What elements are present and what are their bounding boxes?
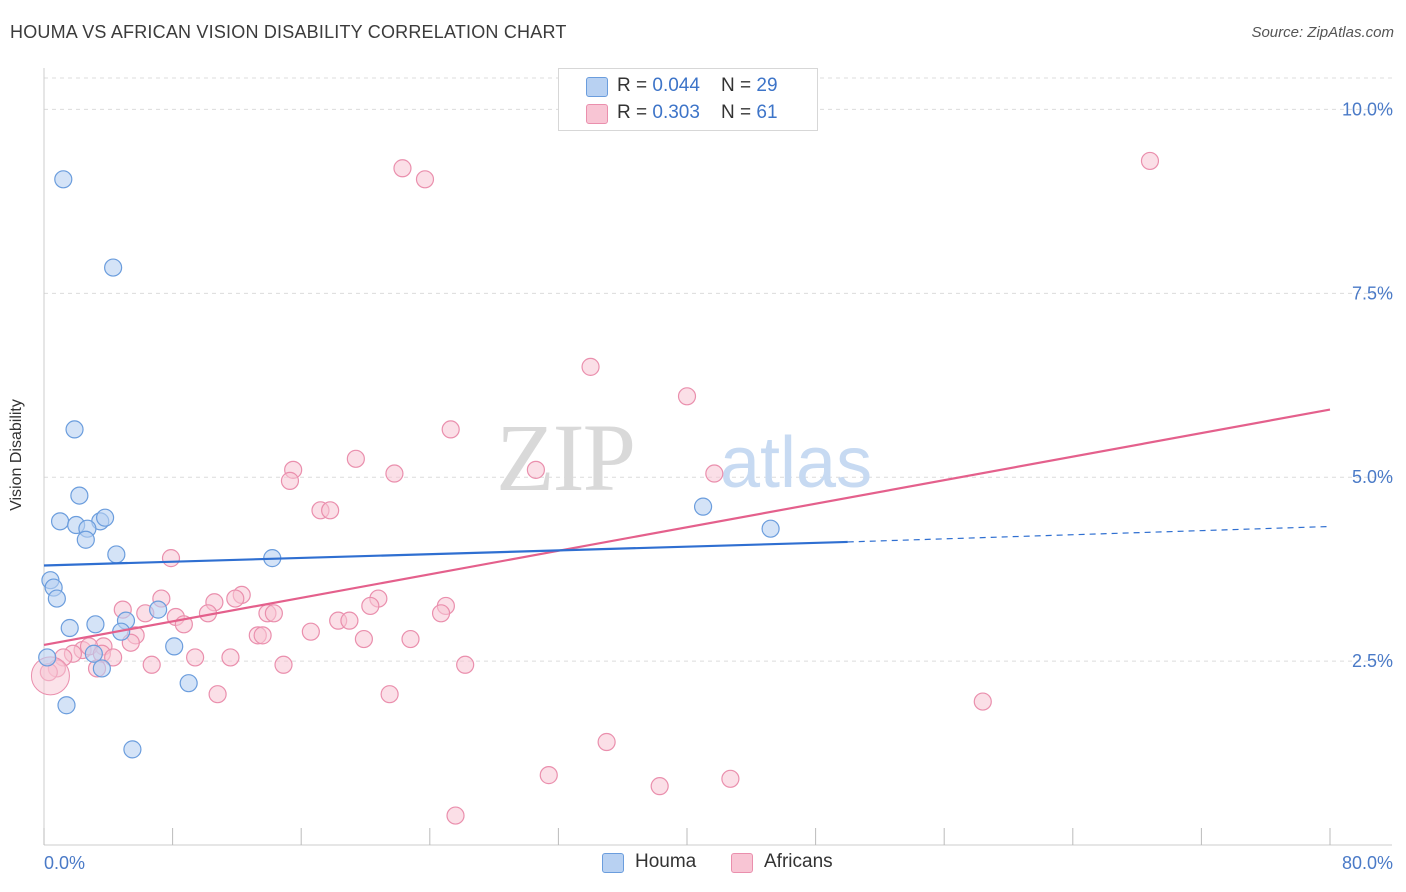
legend-n-value: 29 [756,75,778,96]
point-africans [446,806,465,825]
x-tick-label: 80.0% [1342,853,1393,873]
bottom-legend-swatch-africans [731,853,753,873]
point-houma [84,644,103,663]
point-africans [650,777,669,796]
point-africans [385,464,404,483]
legend-n-label: N = [721,102,757,123]
point-africans [226,589,245,608]
point-africans [340,611,359,630]
point-africans [208,685,227,704]
point-houma [149,600,168,619]
bottom-legend-swatch-houma [602,853,624,873]
point-houma [95,508,115,527]
correlation-legend: R = 0.044 N = 29 R = 0.303 N = 61 [558,68,818,131]
tick-labels: 2.5% 5.0% 7.5% 10.0% 0.0% 80.0% [44,99,1393,873]
point-houma [50,512,70,531]
watermark-atlas: atlas [720,423,872,503]
watermark: ZIP atlas [496,404,872,511]
point-africans [539,766,558,785]
source-label: Source: ZipAtlas.com [1251,24,1394,41]
point-houma [761,519,780,538]
y-tick-label: 5.0% [1352,467,1393,487]
legend-text-africans: R = 0.303 N = 61 [617,102,778,124]
point-houma [57,696,76,715]
x-tick-label: 0.0% [44,853,85,873]
point-africans [597,732,616,752]
trend-lines [43,408,1331,647]
legend-n-label: N = [721,75,757,96]
point-houma [60,618,79,638]
axes [43,68,1392,846]
point-africans [186,648,205,667]
point-africans [104,648,123,667]
legend-r-label: R = [617,102,653,123]
point-africans [441,420,460,439]
grid-lines [44,77,1392,662]
point-houma [47,589,66,608]
series-houma-points [38,170,780,759]
point-houma [65,420,84,439]
point-africans [526,460,545,479]
point-africans [380,685,399,704]
point-houma [693,497,713,516]
point-africans [393,159,412,178]
point-africans [280,471,300,490]
point-houma [107,545,126,564]
point-africans [354,629,373,649]
legend-text-houma: R = 0.044 N = 29 [617,75,778,97]
legend-r-value: 0.303 [652,102,700,123]
point-africans [401,629,420,649]
legend-n-value: 61 [756,102,778,123]
point-africans [973,692,992,711]
point-africans [581,357,600,376]
point-africans [142,655,161,674]
bottom-legend-label-houma: Houma [635,851,697,872]
point-africans [677,387,697,406]
point-africans [415,170,435,189]
trend-line-africans [43,408,1331,647]
y-tick-label: 7.5% [1352,283,1393,303]
point-africans [161,549,181,568]
point-houma [76,530,95,549]
trend-line-houma-extension [847,525,1331,543]
point-africans [321,501,340,520]
bottom-legend-label-africans: Africans [764,851,833,872]
point-africans [361,596,380,616]
point-africans [456,655,475,674]
point-africans [705,464,724,483]
point-houma [70,486,89,505]
point-africans [1140,151,1160,171]
chart-title: HOUMA VS AFRICAN VISION DISABILITY CORRE… [10,22,567,42]
point-houma [54,170,73,189]
point-houma [165,637,184,656]
point-houma [38,648,57,667]
point-houma [123,740,142,759]
y-tick-label: 2.5% [1352,651,1393,671]
legend-r-value: 0.044 [652,75,700,96]
y-tick-label: 10.0% [1342,99,1393,119]
point-houma [179,674,198,693]
point-africans [346,449,365,468]
series-africans-points [30,151,1160,825]
point-africans [253,626,272,645]
point-africans [301,622,320,641]
legend-r-label: R = [617,75,653,96]
watermark-zip: ZIP [496,404,634,511]
point-africans [264,604,283,623]
legend-swatch-africans [586,104,608,124]
point-africans [221,648,240,667]
point-africans [431,604,451,623]
point-houma [86,615,105,634]
legend-swatch-houma [586,77,608,97]
point-houma [104,258,123,277]
point-africans [721,769,740,788]
point-houma [92,659,111,678]
point-africans [274,655,293,674]
trend-line-houma [43,540,848,567]
